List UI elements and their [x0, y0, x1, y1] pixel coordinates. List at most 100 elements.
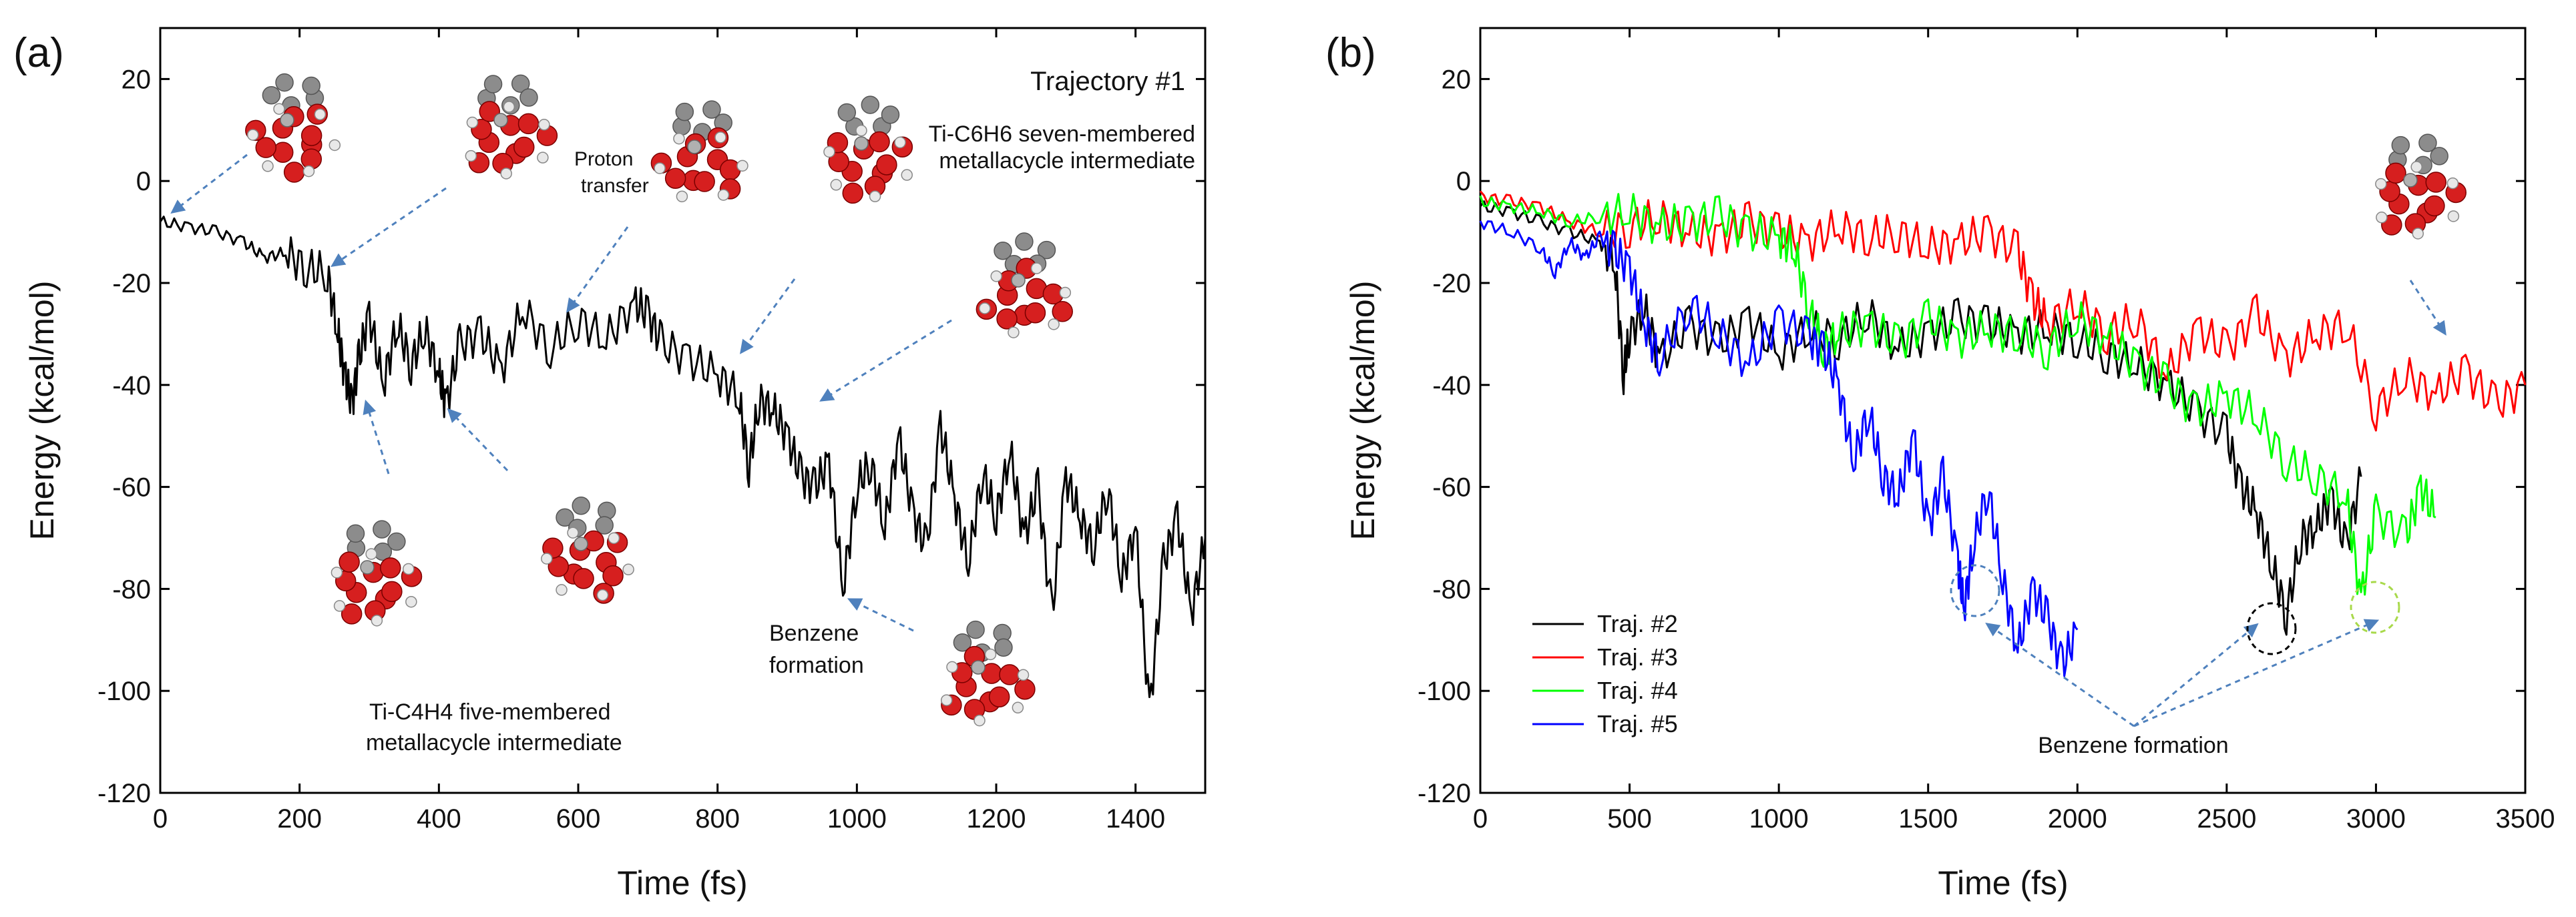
panel-a-xlabel: Time (fs) [617, 864, 747, 902]
arrow-head [447, 408, 462, 423]
dashed-arrow [740, 278, 796, 353]
panel-a-ticks: 0 200 400 600 800 1000 1200 1400200-20-40-60-80… [97, 28, 1205, 834]
panel-b-series [1479, 190, 2527, 677]
molecule-structure [823, 95, 913, 204]
panel-a-title: Trajectory #1 [1030, 67, 1185, 96]
panel-a-chart: 0 200 400 600 800 1000 1200 1400200-20-40-60-80… [97, 27, 1207, 834]
xtick-label: 1500 [1898, 804, 1958, 834]
series-line-trajectory-1 [159, 216, 1207, 698]
xtick-label: 3000 [2346, 804, 2406, 834]
ytick-label: -60 [112, 473, 151, 503]
panel-b-xlabel: Time (fs) [1938, 864, 2068, 902]
ytick-label: -20 [1432, 269, 1471, 298]
panel-a-ylabel: Energy (kcal/mol) [23, 281, 61, 541]
ytick-label: 20 [122, 65, 152, 94]
panel-b-legend: Traj. #2 Traj. #3 Traj. #4 Traj. #5 [1532, 610, 1678, 737]
dashed-arrow [172, 154, 248, 214]
molecule-structure [245, 73, 341, 183]
xtick-label: 1200 [967, 804, 1026, 834]
xtick-label: 800 [695, 804, 740, 834]
ytick-label: 20 [1442, 65, 1472, 94]
series-line-traj-5 [1479, 220, 2079, 677]
arrow-head [566, 297, 580, 313]
xtick-label: 0 [153, 804, 168, 834]
benzene-formation-marker [2350, 581, 2400, 634]
panel-label-a: (a) [13, 30, 64, 76]
ytick-label: 0 [136, 167, 151, 196]
ytick-label: -80 [112, 575, 151, 604]
dashed-arrow [365, 401, 390, 475]
series-line-traj-2 [1479, 200, 2362, 636]
legend-label: Traj. #5 [1597, 710, 1678, 737]
xtick-label: 2000 [2048, 804, 2107, 834]
ytick-label: -60 [1432, 473, 1471, 503]
xtick-label: 500 [1607, 804, 1652, 834]
benzene-formation-marker [2246, 602, 2297, 655]
panel-b-ticks: 0 500 1000 1500 2000 2500 3000 3500 20 0 -20 -40 -60… [1418, 28, 2555, 834]
benzene-formation-marker [1950, 564, 2000, 617]
arrow-head [331, 253, 347, 267]
xtick-label: 2500 [2197, 804, 2256, 834]
annot-ti-c6h6: Ti-C6H6 seven-membered [929, 121, 1195, 147]
molecule-structure [2375, 133, 2466, 240]
panel-a-series [159, 216, 1207, 698]
arrow-head [363, 399, 377, 415]
panel-a-molecule-illustrations [245, 73, 1073, 727]
panel-a-arrows [170, 154, 952, 632]
xtick-label: 3500 [2496, 804, 2555, 834]
molecule-structure [976, 232, 1073, 338]
annot-proton: Proton [574, 148, 633, 170]
panel-label-b: (b) [1325, 30, 1376, 76]
molecule-structure [650, 100, 748, 203]
dashed-arrow [2133, 623, 2258, 727]
molecule-structure [541, 497, 634, 604]
xtick-label: 0 [1473, 804, 1488, 834]
annot-benzene-formation-b: Benzene formation [2038, 733, 2228, 758]
dashed-arrow [1986, 623, 2135, 727]
panel-b-ylabel: Energy (kcal/mol) [1344, 281, 1381, 541]
ytick-label: -80 [1432, 575, 1471, 604]
annot-transfer: transfer [581, 175, 649, 197]
dashed-arrow [849, 598, 914, 632]
arrow-head [2432, 320, 2446, 336]
dashed-arrow [821, 319, 952, 402]
dashed-arrow [332, 187, 447, 267]
panel-b-plot-frame [1479, 27, 2527, 794]
panel-a-plot-frame [159, 27, 1207, 794]
legend-label: Traj. #3 [1597, 643, 1678, 671]
xtick-label: 600 [556, 804, 601, 834]
legend-label: Traj. #4 [1597, 677, 1678, 704]
xtick-label: 1000 [827, 804, 887, 834]
xtick-label: 200 [277, 804, 322, 834]
arrow-head [847, 598, 863, 611]
panel-b-molecule-illustrations [2375, 133, 2466, 240]
annot-metallacycle-7: metallacycle intermediate [939, 148, 1195, 174]
annot-metallacycle-5: metallacycle intermediate [366, 730, 622, 755]
series-line-traj-4 [1479, 193, 2436, 596]
ytick-label: -40 [1432, 371, 1471, 400]
ytick-label: 0 [1456, 167, 1471, 196]
panel-b-chart: 0 500 1000 1500 2000 2500 3000 3500 20 0 -20 -40 -60… [1418, 27, 2555, 834]
ytick-label: -20 [112, 269, 151, 298]
arrow-head [819, 388, 835, 402]
panel-b-arrows [1950, 280, 2446, 727]
ytick-label: -120 [1418, 779, 1471, 808]
arrow-head [739, 338, 754, 354]
annot-formation: formation [769, 653, 864, 678]
arrow-head [2363, 619, 2380, 632]
ytick-label: -100 [97, 677, 151, 706]
series-line-traj-3 [1479, 190, 2527, 432]
molecule-structure [465, 74, 558, 180]
ytick-label: -100 [1418, 677, 1471, 706]
ytick-label: -40 [112, 371, 151, 400]
xtick-label: 1400 [1106, 804, 1165, 834]
arrow-head [1985, 623, 2001, 637]
legend-label: Traj. #2 [1597, 610, 1678, 637]
dashed-arrow [447, 408, 509, 472]
annot-ti-c4h4: Ti-C4H4 five-membered [369, 699, 611, 725]
molecule-structure [940, 620, 1036, 727]
xtick-label: 1000 [1749, 804, 1809, 834]
arrow-head [170, 200, 186, 214]
annot-benzene: Benzene [769, 621, 859, 646]
